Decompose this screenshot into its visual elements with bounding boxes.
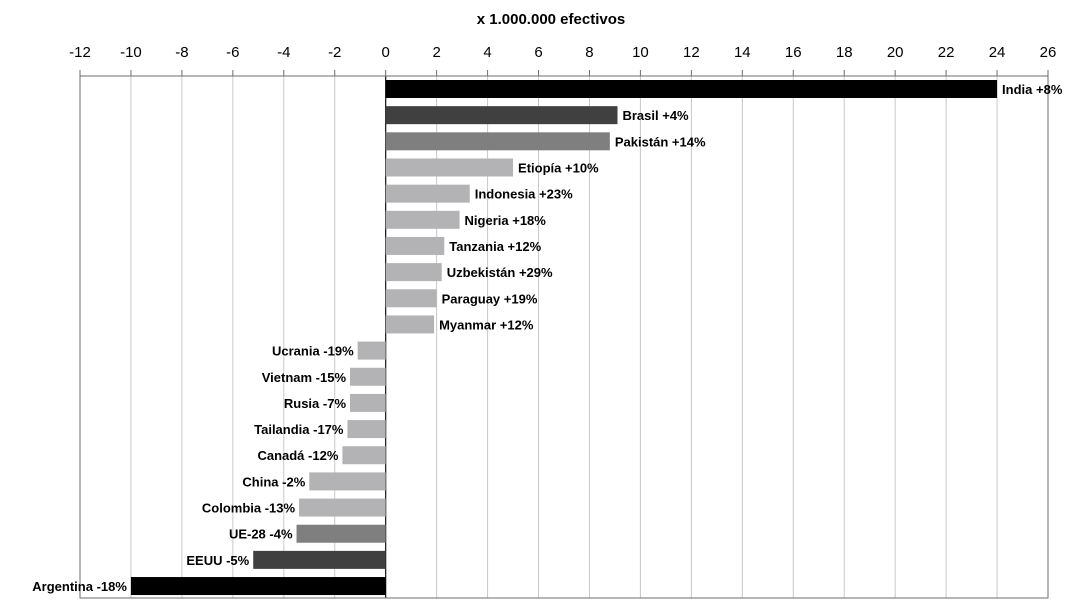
bar <box>350 393 386 412</box>
bar <box>253 550 386 569</box>
bar-label: Pakistán +14% <box>615 134 706 149</box>
bar <box>350 367 386 386</box>
x-tick-label: 0 <box>382 44 390 61</box>
bar <box>385 210 460 229</box>
x-tick-label: 24 <box>989 44 1006 61</box>
x-tick-label: 2 <box>432 44 440 61</box>
x-axis-ticks: -12 -10 -8 -6 -4 -2 0 2 4 6 8 10 12 14 16 18 20 22 24 26 <box>69 44 1056 76</box>
bar-label: Myanmar +12% <box>439 317 534 332</box>
x-tick-label: 20 <box>887 44 904 61</box>
x-tick-label: 8 <box>585 44 593 61</box>
bar <box>342 446 386 465</box>
bar <box>357 341 386 360</box>
bar-label: Ucrania -19% <box>272 344 354 359</box>
bar-label: Nigeria +18% <box>465 213 547 228</box>
bar-label: UE-28 -4% <box>229 527 293 542</box>
x-tick-label: 26 <box>1040 44 1057 61</box>
x-tick-label: -4 <box>277 44 290 61</box>
bar <box>385 315 435 334</box>
bar <box>385 106 618 125</box>
bar <box>385 289 437 308</box>
bar-labels: India +8% Brasil +4% Pakistán +14% Etiopía … <box>32 82 1063 594</box>
bar-label: Indonesia +23% <box>475 187 573 202</box>
bar-label: China -2% <box>242 474 305 489</box>
axis-title: x 1.000.000 efectivos <box>477 11 625 28</box>
bar-label: Canadá -12% <box>257 448 338 463</box>
x-tick-label: 6 <box>534 44 542 61</box>
x-tick-label: -8 <box>175 44 188 61</box>
bar <box>296 524 386 543</box>
x-tick-label: -2 <box>328 44 341 61</box>
x-tick-label: 16 <box>785 44 802 61</box>
plot-frame <box>79 75 1049 599</box>
bar-label: Colombia -13% <box>202 501 296 516</box>
x-tick-label: -10 <box>120 44 142 61</box>
bar-label: EEUU -5% <box>186 553 249 568</box>
bar <box>309 472 386 491</box>
bar-label: Rusia -7% <box>284 396 347 411</box>
x-tick-label: 4 <box>483 44 491 61</box>
bar <box>385 158 514 177</box>
bar <box>385 236 445 255</box>
bar-label: Vietnam -15% <box>262 370 347 385</box>
bar <box>130 577 386 596</box>
bar-label: Brasil +4% <box>622 108 689 123</box>
bar <box>385 184 470 203</box>
bar-label: India +8% <box>1002 82 1063 97</box>
bar <box>385 80 998 98</box>
x-tick-label: 10 <box>632 44 649 61</box>
x-tick-label: 22 <box>938 44 955 61</box>
bar <box>299 498 386 517</box>
bar <box>385 132 610 151</box>
bar-label: Tanzania +12% <box>449 239 541 254</box>
bar <box>385 263 442 282</box>
x-tick-label: -12 <box>69 44 91 61</box>
bar-label: Paraguay +19% <box>442 291 538 306</box>
x-tick-label: 18 <box>836 44 853 61</box>
gridlines <box>79 76 1049 598</box>
bar-label: Uzbekistán +29% <box>447 265 553 280</box>
bar-label: Argentina -18% <box>32 579 127 594</box>
bar <box>347 420 386 439</box>
bar-label: Etiopía +10% <box>518 160 599 175</box>
bars <box>130 80 998 596</box>
bar-label: Tailandia -17% <box>254 422 344 437</box>
x-tick-label: -6 <box>226 44 239 61</box>
x-tick-label: 14 <box>734 44 751 61</box>
x-tick-label: 12 <box>683 44 700 61</box>
